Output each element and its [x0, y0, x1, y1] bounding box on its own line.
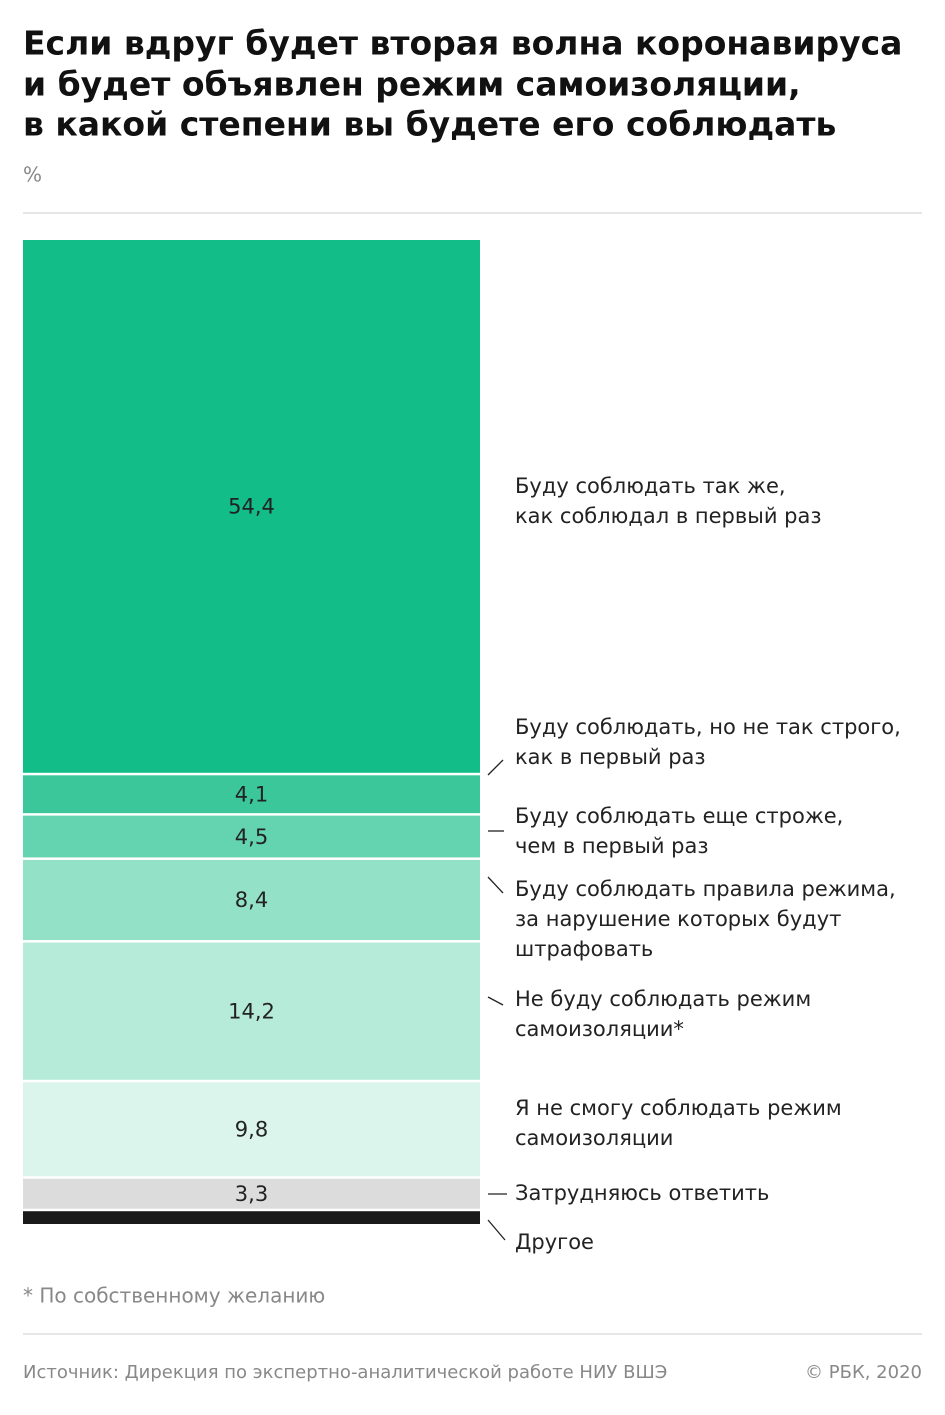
category-label: Буду соблюдать так же,	[515, 474, 786, 498]
category-label: штрафовать	[515, 937, 653, 961]
bar-segment	[23, 859, 480, 941]
category-label: чем в первый раз	[515, 834, 709, 858]
bar-segment	[23, 815, 480, 858]
value-label: 54,4	[228, 495, 275, 519]
leader-line	[487, 1219, 506, 1241]
value-label: 3,3	[235, 1182, 268, 1206]
bar-segment	[23, 775, 480, 814]
category-label: Буду соблюдать, но не так строго,	[515, 715, 901, 739]
category-label: Я не смогу соблюдать режим	[515, 1096, 842, 1120]
chart-title: Если вдруг будет вторая волна коронавиру…	[23, 24, 902, 63]
category-label: как в первый раз	[515, 745, 706, 769]
bar-segment	[23, 1211, 480, 1224]
leader-line	[487, 876, 504, 894]
category-label: Буду соблюдать правила режима,	[515, 877, 896, 901]
value-label: 4,1	[235, 782, 268, 806]
category-label: Не буду соблюдать режим	[515, 987, 811, 1011]
bar-segment	[23, 942, 480, 1080]
chart-title: и будет объявлен режим самоизоляции,	[23, 65, 801, 104]
leader-line	[487, 996, 504, 1006]
unit-label: %	[23, 163, 42, 187]
category-label: за нарушение которых будут	[515, 907, 841, 931]
value-label: 14,2	[228, 999, 275, 1023]
category-label: Другое	[515, 1230, 594, 1254]
value-label: 9,8	[235, 1118, 268, 1142]
bar-segment	[23, 240, 480, 773]
bar-segment	[23, 1178, 480, 1209]
category-label: Буду соблюдать еще строже,	[515, 804, 843, 828]
category-label: как соблюдал в первый раз	[515, 504, 822, 528]
category-label: Затрудняюсь ответить	[515, 1181, 769, 1205]
bar-segment	[23, 1082, 480, 1177]
leader-line	[487, 759, 504, 776]
source: Источник: Дирекция по экспертно-аналитич…	[23, 1362, 667, 1383]
footnote: * По собственному желанию	[23, 1284, 325, 1308]
category-label: самоизоляции*	[515, 1017, 684, 1041]
value-label: 4,5	[235, 825, 268, 849]
value-label: 8,4	[235, 888, 268, 912]
copyright: © РБК, 2020	[805, 1362, 922, 1383]
chart-title: в какой степени вы будете его соблюдать	[23, 105, 836, 144]
category-label: самоизоляции	[515, 1126, 673, 1150]
